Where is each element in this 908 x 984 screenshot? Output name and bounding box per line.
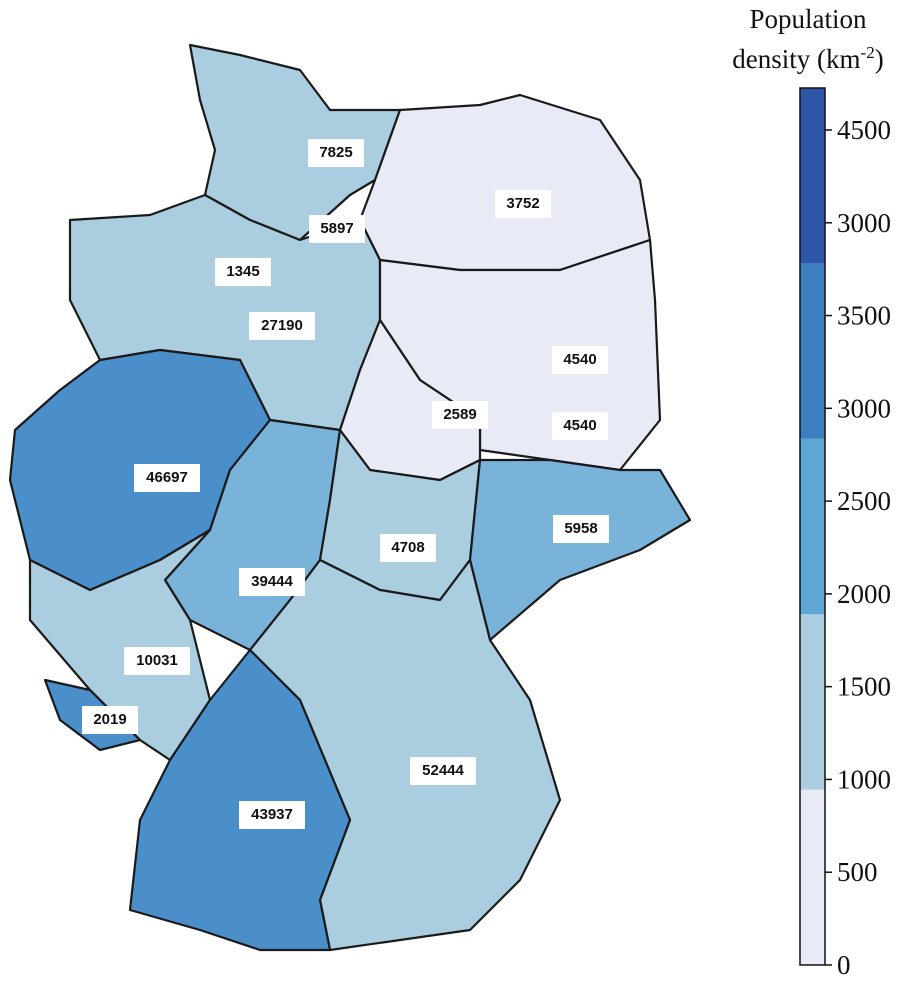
state — [128, 648, 352, 952]
region-label: 52444 — [422, 762, 464, 779]
region-label: 3752 — [506, 195, 539, 212]
colorbar-tick-label: 3000 — [837, 393, 891, 423]
region-label: 7825 — [319, 144, 352, 161]
colorbar-tick-label: 1500 — [837, 672, 891, 702]
region-label: 43937 — [251, 806, 293, 823]
legend-title-sup: -2 — [861, 43, 875, 62]
colorbar-tick-label: 2000 — [837, 579, 891, 609]
region-label: 1345 — [226, 263, 259, 280]
label-box — [134, 464, 200, 492]
label-box — [552, 346, 608, 374]
region-label: 39444 — [251, 573, 293, 590]
region-labels: 7825 5897 1345 27190 3752 4540 2589 4540 46697 59… — [82, 139, 609, 829]
state — [28, 528, 212, 762]
region-label: 4708 — [391, 539, 424, 556]
label-box — [249, 312, 315, 340]
legend-title: Population — [749, 4, 867, 34]
region-label: 5958 — [564, 520, 597, 537]
label-box — [410, 757, 476, 785]
colorbar-tick-label: 1000 — [837, 764, 891, 794]
colorbar: Population density (km-2) 0 500 1000 1500 20… — [732, 4, 891, 980]
legend-title: density (km-2) — [732, 43, 883, 74]
colorbar-tick-label: 500 — [837, 857, 878, 887]
region-label: 4540 — [563, 351, 596, 368]
colorbar-band — [800, 789, 825, 965]
region-label: 27190 — [261, 317, 303, 334]
legend-title-text: density (km — [732, 44, 860, 74]
states — [8, 43, 692, 952]
label-box — [239, 568, 305, 596]
state — [468, 458, 692, 642]
region-label: 2019 — [93, 711, 126, 728]
label-box — [553, 515, 609, 543]
label-box — [308, 139, 364, 167]
colorbar-band — [800, 614, 825, 790]
colorbar-tick-label: 4500 — [837, 115, 891, 145]
colorbar-tick-label: 3000 — [837, 208, 891, 238]
colorbar-tick-label: 3500 — [837, 301, 891, 331]
label-box — [215, 258, 271, 286]
colorbar-frame — [799, 87, 826, 966]
label-box — [239, 801, 305, 829]
label-box — [82, 706, 138, 734]
label-box — [380, 534, 436, 562]
region-label: 10031 — [136, 652, 178, 669]
label-box — [495, 190, 551, 218]
label-box — [552, 412, 608, 440]
colorbar-tick-label: 2500 — [837, 486, 891, 516]
label-box — [309, 215, 365, 243]
colorbar-band — [800, 263, 825, 439]
state — [188, 43, 402, 242]
colorbar-band — [800, 88, 825, 264]
label-box — [432, 401, 488, 429]
state — [358, 93, 652, 272]
colorbar-band — [800, 438, 825, 615]
colorbar-tick-label: 0 — [837, 950, 851, 980]
region-label: 4540 — [563, 417, 596, 434]
region-label: 46697 — [146, 469, 188, 486]
legend-title-suffix: ) — [875, 44, 884, 74]
region-label: 5897 — [320, 220, 353, 237]
label-box — [124, 647, 190, 675]
region-label: 2589 — [443, 406, 476, 423]
